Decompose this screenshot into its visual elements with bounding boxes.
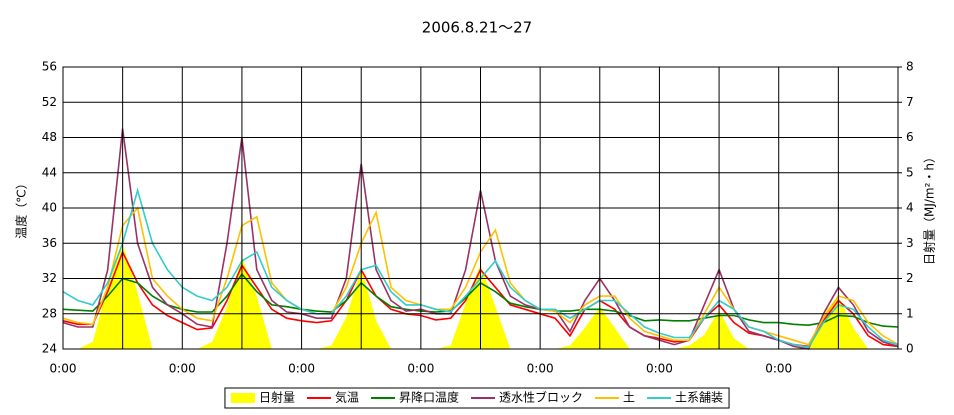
legend-label: 透水性ブロック [499,390,583,405]
x-tick-label: 0:00 [765,362,792,376]
y2-tick-label: 3 [906,236,914,250]
x-tick-label: 0:00 [50,362,77,376]
legend-label: 土 [623,391,635,405]
plot-frame [62,66,899,350]
legend-label: 日射量 [259,390,295,405]
y2-tick-label: 4 [906,201,914,215]
y-tick-label: 52 [42,95,57,109]
x-tick-label: 0:00 [527,362,554,376]
y-tick-label: 28 [42,306,57,320]
y2-tick-label: 0 [906,342,914,356]
y2-tick-label: 1 [906,306,914,320]
x-tick-label: 0:00 [288,362,315,376]
y2-tick-label: 6 [906,130,914,144]
y-tick-label: 36 [42,236,57,250]
legend-swatch [230,393,255,403]
y-axis-label: 温度（℃） [14,177,29,238]
legend-label: 気温 [335,390,359,405]
y-tick-label: 48 [42,130,57,144]
legend-label: 土系舗装 [675,391,723,405]
y-tick-label: 24 [42,342,57,356]
x-tick-label: 0:00 [407,362,434,376]
y2-axis-label: 日射量（MJ/m²・h） [922,151,937,265]
y-tick-label: 44 [42,165,57,179]
legend: 日射量 気温 昇降口温度 透水性ブロック 土 土系舗装 [224,387,730,409]
y2-tick-label: 5 [906,165,914,179]
y-tick-label: 32 [42,271,57,285]
legend-label: 昇降口温度 [399,390,459,405]
x-tick-label: 0:00 [169,362,196,376]
x-tick-label: 0:00 [646,362,673,376]
y-tick-label: 56 [42,60,57,74]
chart-title: 2006.8.21～27 [422,19,532,37]
y-tick-label: 40 [42,201,57,215]
y2-tick-label: 8 [906,60,914,74]
y2-tick-label: 7 [906,95,914,109]
y2-tick-label: 2 [906,271,914,285]
